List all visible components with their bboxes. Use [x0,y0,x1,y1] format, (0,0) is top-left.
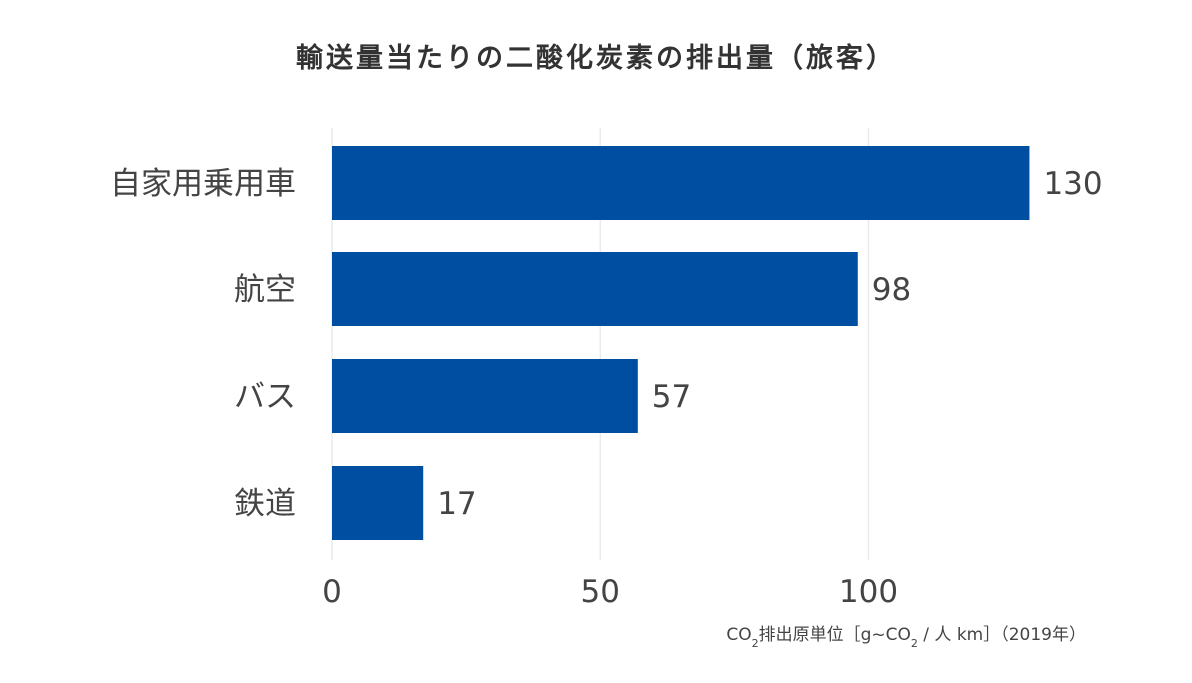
value-label: 17 [437,486,476,522]
labels: 0 50 100 自家用乗用車 130 航空 98 バス 57 鉄道 17 [110,166,1103,610]
value-label: 130 [1043,166,1102,202]
category-label: 鉄道 [234,486,296,522]
category-label: バス [234,379,296,415]
bar [332,252,858,326]
bars [332,146,1030,540]
bar [332,146,1030,220]
x-axis-label: CO2排出原単位［g~CO2 / 人 km］（2019年） [726,625,1086,650]
value-label: 98 [872,272,911,308]
x-tick-label: 0 [322,574,342,610]
x-tick-label: 100 [839,574,898,610]
chart-title: 輸送量当たりの二酸化炭素の排出量（旅客） [296,43,896,74]
bar [332,466,424,540]
category-label: 航空 [234,272,296,308]
bar [332,359,638,433]
value-label: 57 [652,379,691,415]
category-label: 自家用乗用車 [110,166,296,202]
x-tick-label: 50 [581,574,620,610]
